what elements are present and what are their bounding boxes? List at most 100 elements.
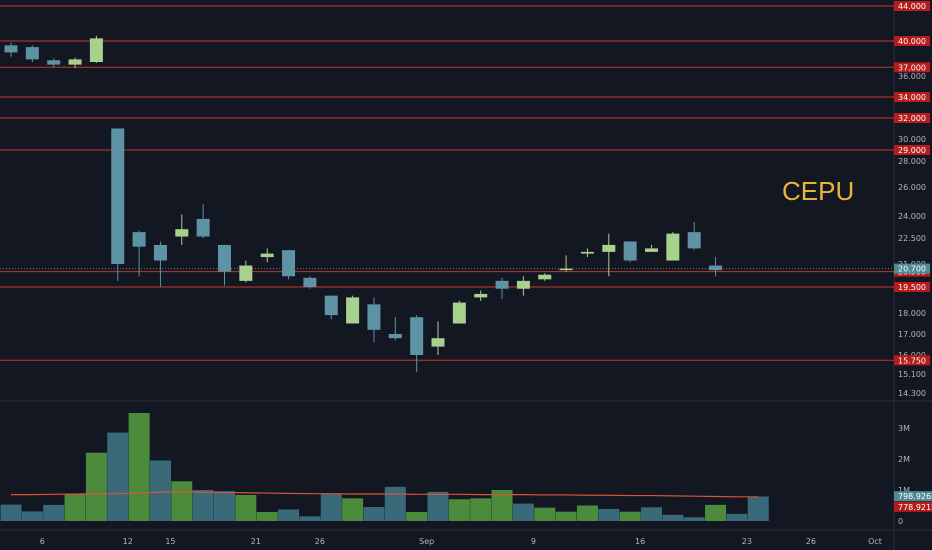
candle-body — [431, 338, 445, 347]
price-level-label: 44.000 — [898, 2, 926, 11]
candle-body — [602, 244, 616, 252]
volume-ma-line — [11, 491, 759, 498]
volume-bar — [619, 511, 641, 521]
candle-body — [4, 45, 18, 53]
price-level-badge — [894, 113, 930, 123]
price-level-badge — [894, 282, 930, 292]
price-level-badge — [894, 36, 930, 46]
candle-body — [709, 265, 723, 271]
volume-bar — [278, 509, 300, 521]
volume-bar — [512, 503, 534, 521]
volume-tick-label: 1M — [898, 486, 910, 495]
volume-bar — [726, 513, 748, 521]
candle-body — [153, 244, 167, 261]
volume-bar — [427, 491, 449, 521]
candle-body — [623, 241, 637, 261]
candle-body — [367, 304, 381, 330]
volume-tick-label: 3M — [898, 424, 910, 433]
price-tick-label: 18.000 — [898, 309, 926, 318]
volume-bar — [64, 494, 86, 521]
price-level-label: 15.750 — [898, 356, 926, 365]
time-tick-label: 12 — [123, 537, 133, 546]
volume-bar — [641, 507, 662, 521]
volume-bar — [299, 516, 321, 521]
volume-bar — [43, 504, 65, 521]
price-tick-label: 26.000 — [898, 183, 926, 192]
volume-badge-label: 798.926K — [898, 492, 932, 501]
candle-body — [196, 218, 210, 237]
candle-body — [452, 302, 466, 324]
volume-bar — [598, 508, 620, 521]
candle-body — [388, 334, 402, 339]
volume-bar — [320, 493, 342, 521]
candle-body — [218, 244, 231, 272]
price-tick-label: 24.000 — [898, 212, 926, 221]
candle-body — [687, 232, 701, 249]
candle-body — [175, 229, 189, 237]
volume-tick-label: 2M — [898, 455, 910, 464]
volume-bar — [363, 507, 385, 521]
candle-body — [538, 274, 552, 280]
price-level-badge — [894, 1, 930, 11]
candle-body — [645, 248, 658, 252]
time-tick-label: 26 — [806, 537, 816, 546]
time-tick-label: 15 — [165, 537, 175, 546]
candle-body — [68, 59, 82, 65]
volume-bar — [21, 511, 43, 521]
volume-tick-label: 0 — [898, 517, 903, 526]
candle-body — [559, 268, 573, 271]
time-tick-label: 16 — [635, 537, 645, 546]
candle-body — [260, 253, 274, 258]
price-level-badge — [894, 145, 930, 155]
volume-bar — [342, 498, 364, 521]
volume-bar — [683, 517, 705, 521]
price-level-label: 19.500 — [898, 283, 926, 292]
candle-body — [324, 295, 338, 316]
time-tick-label: 9 — [531, 537, 536, 546]
volume-bar — [107, 432, 129, 521]
candle-body — [47, 60, 61, 65]
time-tick-label: Oct — [868, 537, 882, 546]
volume-bar — [576, 505, 598, 521]
candle-body — [666, 233, 680, 261]
volume-bar — [534, 507, 556, 521]
volume-bar — [470, 498, 492, 521]
volume-bar — [171, 481, 193, 521]
last-price-badge — [894, 263, 930, 274]
volume-bar — [192, 489, 214, 521]
volume-badge-label: 778.921K — [898, 503, 932, 512]
volume-bar — [448, 499, 470, 521]
volume-bar — [406, 512, 428, 521]
volume-bar — [705, 504, 727, 521]
price-tick-label: 30.000 — [898, 135, 926, 144]
candle-body — [239, 265, 253, 281]
time-tick-label: 21 — [251, 537, 261, 546]
volume-bar — [85, 452, 107, 521]
candle-body — [346, 297, 360, 324]
time-tick-label: 23 — [742, 537, 752, 546]
volume-bar — [747, 496, 769, 521]
candle-body — [132, 232, 146, 247]
price-level-label: 37.000 — [898, 63, 926, 72]
time-tick-label: 6 — [40, 537, 45, 546]
candle-body — [580, 251, 594, 254]
price-tick-label: 17.000 — [898, 330, 926, 339]
candle-body — [474, 293, 488, 298]
candle-body — [410, 317, 424, 355]
volume-bar — [235, 494, 257, 521]
price-level-label: 34.000 — [898, 93, 926, 102]
price-level-label: 32.000 — [898, 114, 926, 123]
candle-body — [89, 38, 103, 62]
volume-bar — [555, 511, 577, 521]
price-tick-label: 14.300 — [898, 389, 926, 398]
volume-badge — [894, 501, 932, 512]
price-level-label: 40.000 — [898, 37, 926, 46]
price-level-badge — [894, 92, 930, 102]
price-level-badge — [894, 355, 930, 366]
volume-bar — [149, 460, 171, 521]
volume-badge — [894, 491, 932, 502]
price-tick-label: 36.000 — [898, 72, 926, 81]
price-level-badge — [894, 62, 930, 73]
time-tick-label: Sep — [419, 537, 434, 546]
